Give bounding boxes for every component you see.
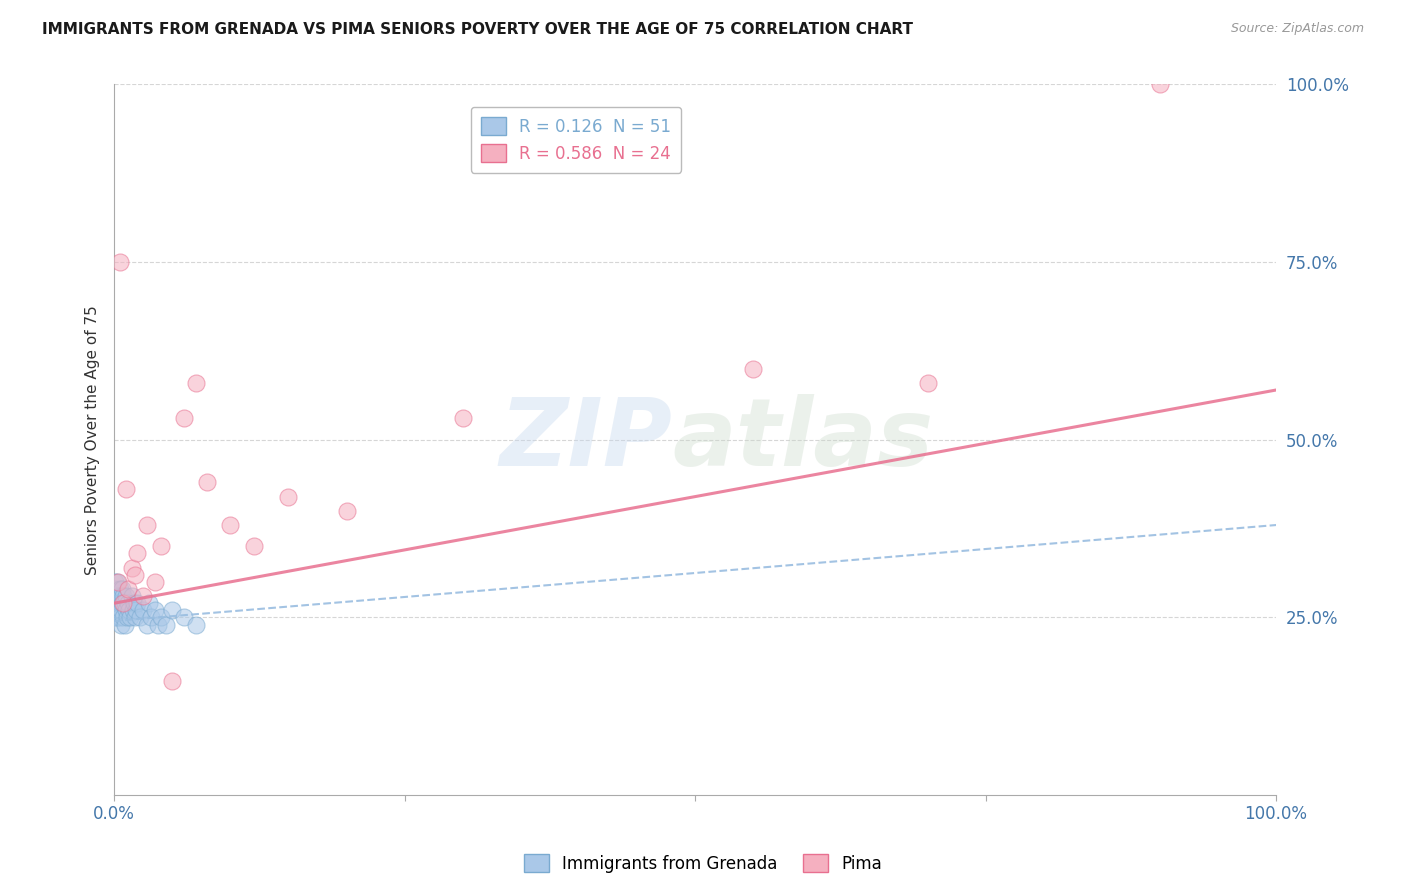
Point	[105, 589, 128, 603]
Point	[121, 589, 143, 603]
Point	[162, 603, 184, 617]
Point	[124, 610, 146, 624]
Text: Source: ZipAtlas.com: Source: ZipAtlas.com	[1230, 22, 1364, 36]
Point	[112, 610, 135, 624]
Point	[108, 255, 131, 269]
Point	[111, 596, 134, 610]
Point	[117, 582, 139, 596]
Point	[108, 596, 131, 610]
Point	[110, 589, 132, 603]
Point	[127, 546, 149, 560]
Point	[112, 596, 135, 610]
Point	[104, 589, 127, 603]
Point	[149, 610, 172, 624]
Point	[173, 610, 195, 624]
Point	[121, 603, 143, 617]
Text: IMMIGRANTS FROM GRENADA VS PIMA SENIORS POVERTY OVER THE AGE OF 75 CORRELATION C: IMMIGRANTS FROM GRENADA VS PIMA SENIORS …	[42, 22, 912, 37]
Point	[128, 610, 150, 624]
Point	[112, 589, 135, 603]
Point	[114, 483, 136, 497]
Point	[107, 603, 129, 617]
Point	[148, 617, 170, 632]
Point	[104, 574, 127, 589]
Point	[107, 610, 129, 624]
Point	[114, 589, 136, 603]
Point	[1149, 78, 1171, 92]
Point	[124, 567, 146, 582]
Point	[105, 574, 128, 589]
Point	[104, 603, 127, 617]
Point	[118, 603, 141, 617]
Point	[115, 610, 138, 624]
Point	[114, 596, 136, 610]
Point	[111, 582, 134, 596]
Text: ZIP: ZIP	[499, 393, 672, 486]
Point	[114, 603, 136, 617]
Point	[149, 539, 172, 553]
Point	[143, 603, 166, 617]
Point	[114, 617, 136, 632]
Point	[125, 603, 148, 617]
Point	[121, 560, 143, 574]
Point	[451, 411, 474, 425]
Point	[107, 589, 129, 603]
Point	[219, 518, 242, 533]
Legend: R = 0.126  N = 51, R = 0.586  N = 24: R = 0.126 N = 51, R = 0.586 N = 24	[471, 107, 682, 173]
Point	[138, 596, 160, 610]
Point	[242, 539, 264, 553]
Text: atlas: atlas	[672, 393, 934, 486]
Point	[173, 411, 195, 425]
Point	[155, 617, 177, 632]
Point	[135, 518, 157, 533]
Legend: Immigrants from Grenada, Pima: Immigrants from Grenada, Pima	[517, 847, 889, 880]
Point	[195, 475, 218, 490]
Point	[132, 589, 155, 603]
Point	[105, 610, 128, 624]
Point	[184, 376, 207, 390]
Point	[120, 610, 142, 624]
Point	[117, 596, 139, 610]
Point	[122, 596, 145, 610]
Y-axis label: Seniors Poverty Over the Age of 75: Seniors Poverty Over the Age of 75	[86, 305, 100, 574]
Point	[108, 610, 131, 624]
Point	[917, 376, 939, 390]
Point	[162, 674, 184, 689]
Point	[107, 596, 129, 610]
Point	[105, 596, 128, 610]
Point	[335, 504, 357, 518]
Point	[184, 617, 207, 632]
Point	[141, 610, 163, 624]
Point	[108, 589, 131, 603]
Point	[107, 574, 129, 589]
Point	[135, 617, 157, 632]
Point	[108, 582, 131, 596]
Point	[110, 617, 132, 632]
Point	[742, 361, 765, 376]
Point	[108, 603, 131, 617]
Point	[132, 603, 155, 617]
Point	[127, 596, 149, 610]
Point	[143, 574, 166, 589]
Point	[277, 490, 299, 504]
Point	[104, 610, 127, 624]
Point	[104, 582, 127, 596]
Point	[110, 603, 132, 617]
